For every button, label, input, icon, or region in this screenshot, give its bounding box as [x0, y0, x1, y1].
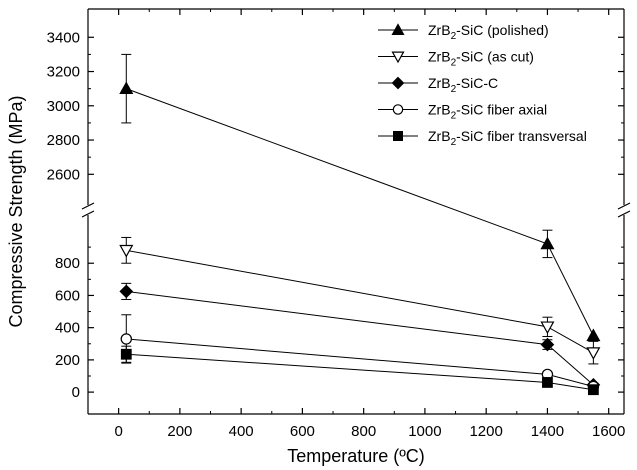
legend-label-main: ZrB	[428, 22, 451, 38]
legend-label: ZrB2-SiC-C	[428, 75, 498, 95]
y-tick-label: 200	[55, 352, 80, 369]
legend-label-rest: -SiC (polished)	[456, 22, 549, 38]
legend-label: ZrB2-SiC fiber transversal	[428, 128, 587, 148]
x-tick-label: 1400	[531, 423, 564, 440]
x-axis-title: Temperature (ºC)	[287, 446, 425, 466]
data-point-marker	[391, 23, 405, 36]
series-1	[119, 53, 601, 342]
data-point-marker	[393, 131, 404, 142]
series-3	[119, 282, 601, 392]
x-tick-label: 600	[290, 423, 315, 440]
data-point-marker	[586, 347, 601, 360]
x-tick-label: 800	[351, 423, 376, 440]
legend-label-rest: -SiC fiber transversal	[456, 128, 587, 144]
axis-break-left	[80, 202, 96, 218]
data-point-marker	[391, 76, 405, 90]
data-point-marker	[587, 384, 599, 396]
data-point-marker	[119, 81, 134, 95]
series-layer	[119, 53, 601, 396]
legend-label: ZrB2-SiC fiber axial	[428, 102, 547, 122]
legend-label: ZrB2-SiC (as cut)	[428, 49, 534, 69]
x-tick-label: 0	[114, 423, 122, 440]
data-point-marker	[540, 337, 555, 352]
legend-entry: ZrB2-SiC fiber transversal	[378, 128, 587, 148]
data-point-marker	[120, 348, 132, 360]
legend-label-main: ZrB	[428, 102, 451, 118]
legend-label-subscript: 2	[451, 137, 457, 148]
legend-entry: ZrB2-SiC (polished)	[378, 22, 549, 42]
series-line	[126, 249, 594, 354]
series-5	[120, 345, 599, 396]
plot-frame	[80, 8, 632, 415]
data-point-marker	[542, 377, 553, 388]
legend-label-rest: -SiC (as cut)	[456, 49, 534, 65]
legend-label-subscript: 2	[451, 31, 457, 42]
legend-label-subscript: 2	[451, 111, 457, 122]
data-point-marker	[586, 328, 601, 342]
data-point-marker	[119, 244, 134, 258]
legend-label-main: ZrB	[428, 75, 451, 91]
data-point-marker	[119, 284, 134, 299]
y-tick-label: 2600	[47, 166, 80, 183]
y-tick-label: 2800	[47, 132, 80, 149]
data-point-marker	[392, 104, 404, 115]
y-tick-label: 0	[72, 384, 80, 401]
y-axis: 2600 2800 3000 3200 3400 0 200 400 600 800	[47, 29, 624, 401]
series-line	[126, 290, 594, 386]
y-axis-title: Compressive Strength (MPa)	[6, 95, 26, 327]
data-point-marker	[540, 321, 555, 335]
x-tick-label: 1000	[408, 423, 441, 440]
legend-label-main: ZrB	[428, 49, 451, 65]
x-tick-label: 200	[167, 423, 192, 440]
y-tick-label: 400	[55, 320, 80, 337]
legend-label-rest: -SiC-C	[456, 75, 498, 91]
data-point-marker	[391, 51, 405, 64]
legend-entry: ZrB2-SiC-C	[378, 75, 498, 95]
legend-entry: ZrB2-SiC fiber axial	[378, 102, 547, 122]
legend: ZrB2-SiC (polished)ZrB2-SiC (as cut)ZrB2…	[378, 22, 587, 148]
series-line	[126, 88, 594, 336]
x-tick-label: 1200	[469, 423, 502, 440]
x-tick-label: 1600	[592, 423, 625, 440]
series-2	[119, 236, 601, 365]
legend-entry: ZrB2-SiC (as cut)	[378, 49, 534, 69]
axis-break-right	[616, 202, 632, 218]
data-point-marker	[540, 236, 555, 250]
legend-label-subscript: 2	[451, 84, 457, 95]
x-tick-label: 400	[229, 423, 254, 440]
y-tick-label: 800	[55, 255, 80, 272]
series-4	[120, 314, 600, 393]
legend-label-subscript: 2	[451, 58, 457, 69]
legend-label: ZrB2-SiC (polished)	[428, 22, 549, 42]
data-point-marker	[120, 333, 132, 345]
legend-label-rest: -SiC fiber axial	[456, 102, 547, 118]
y-tick-label: 3200	[47, 64, 80, 81]
series-line	[126, 338, 594, 387]
x-axis: 0 200 400 600 800 1000 1200 1400 1600	[87, 9, 625, 440]
legend-label-main: ZrB	[428, 128, 451, 144]
y-tick-label: 3000	[47, 98, 80, 115]
y-tick-label: 3400	[47, 29, 80, 46]
y-tick-label: 600	[55, 287, 80, 304]
